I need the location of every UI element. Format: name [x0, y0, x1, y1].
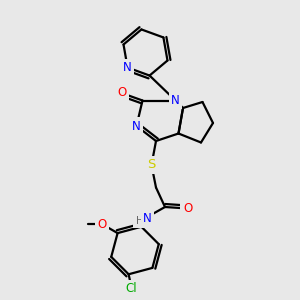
Text: H: H [136, 215, 143, 226]
Text: N: N [171, 94, 180, 107]
Text: N: N [123, 61, 132, 74]
Text: N: N [132, 119, 141, 133]
Text: S: S [147, 158, 156, 172]
Text: O: O [98, 218, 106, 231]
Text: O: O [117, 86, 126, 100]
Text: N: N [143, 212, 152, 226]
Text: N: N [123, 61, 132, 74]
Text: O: O [183, 202, 192, 215]
Text: Cl: Cl [126, 282, 137, 295]
